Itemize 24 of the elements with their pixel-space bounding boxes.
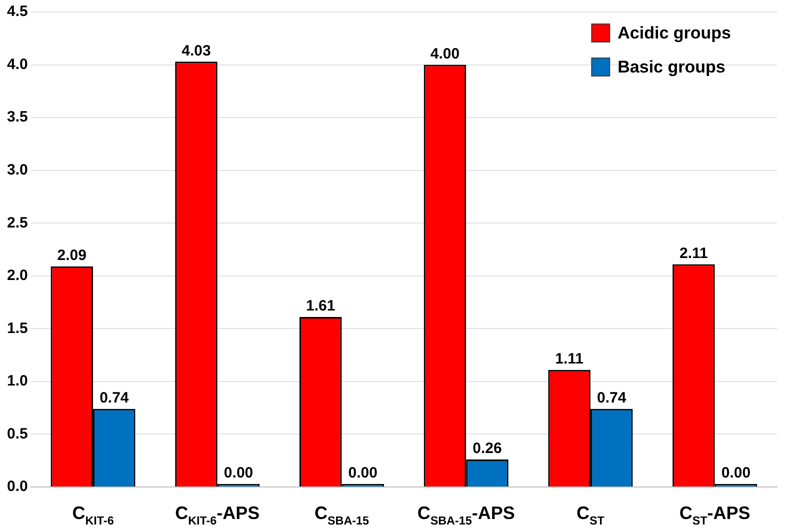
data-label: 1.61 [306, 298, 336, 315]
data-label: 2.09 [57, 247, 86, 264]
data-label: 4.00 [430, 45, 460, 62]
data-label: 0.00 [224, 464, 254, 482]
data-label: 1.11 [555, 350, 584, 368]
data-label: 0.74 [100, 390, 130, 407]
legend-label: Acidic groups [618, 24, 732, 43]
y-tick-label: 0.0 [6, 478, 28, 496]
y-tick-label: 0.5 [6, 425, 28, 442]
y-tick-label: 1.0 [6, 372, 28, 390]
legend-label: Basic groups [618, 58, 726, 77]
y-tick-label: 3.5 [6, 108, 28, 126]
y-tick-label: 4.0 [6, 56, 28, 73]
data-label: 2.11 [679, 244, 708, 262]
data-label: 0.74 [597, 390, 627, 407]
data-label: 0.26 [472, 440, 502, 458]
data-label: 0.00 [721, 464, 751, 482]
y-tick-label: 2.0 [6, 267, 28, 284]
y-tick-label: 3.0 [6, 161, 28, 178]
y-tick-label: 2.5 [6, 214, 28, 232]
y-tick-label: 1.5 [6, 320, 28, 337]
data-label: 0.00 [348, 464, 378, 482]
data-label: 4.03 [182, 42, 211, 60]
y-tick-label: 4.5 [6, 3, 28, 20]
